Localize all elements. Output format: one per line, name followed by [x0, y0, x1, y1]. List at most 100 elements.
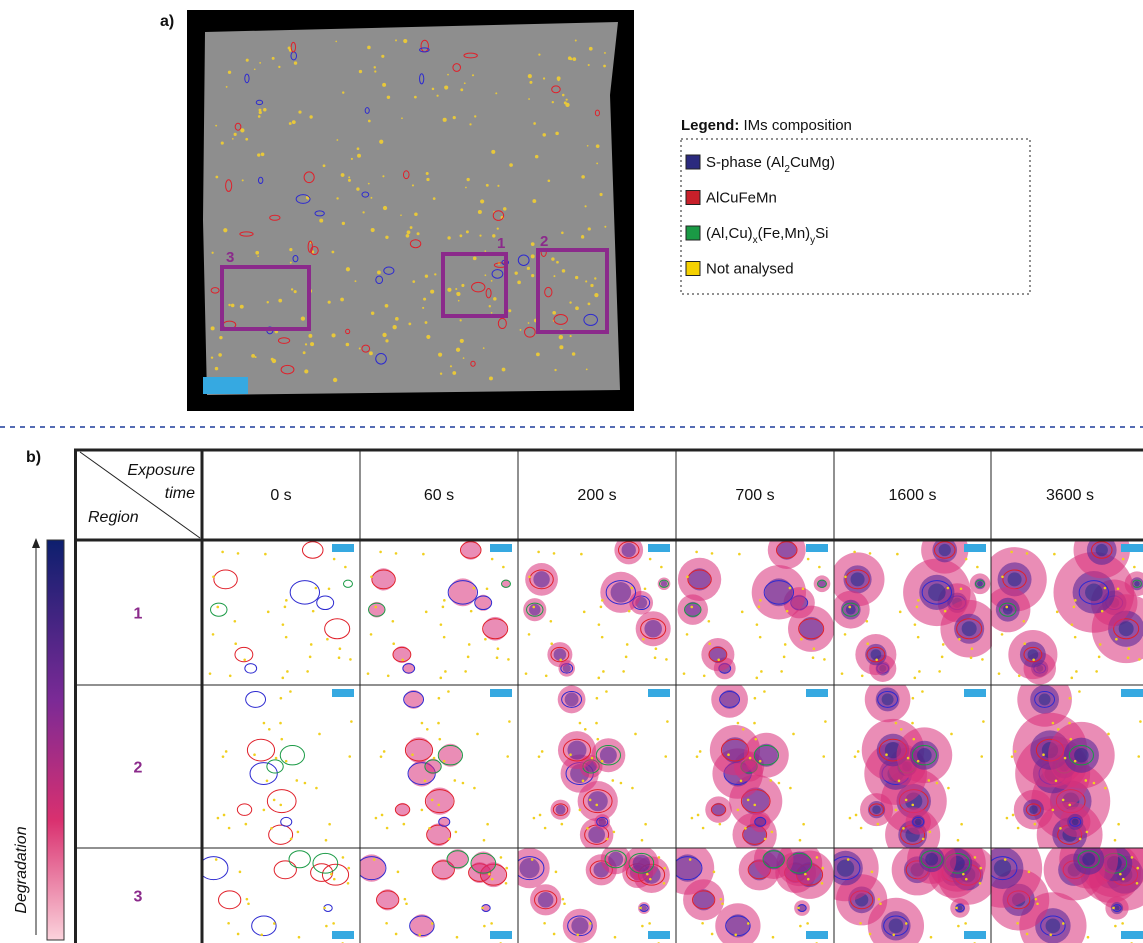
particle [639, 907, 642, 910]
cell-image [367, 540, 511, 679]
particle [290, 262, 292, 264]
particle [458, 300, 460, 302]
particle [223, 228, 227, 232]
particle [821, 882, 824, 885]
particle [278, 299, 282, 303]
particle [599, 193, 602, 196]
particle [410, 226, 413, 229]
particle [596, 144, 600, 148]
particle [758, 606, 761, 609]
row-label: 3 [134, 889, 143, 906]
particle [234, 133, 237, 136]
particle [368, 120, 371, 123]
particle [258, 115, 261, 118]
particle [486, 184, 489, 187]
scale-bar [332, 689, 354, 697]
particle [301, 316, 305, 320]
particle [1133, 566, 1136, 569]
particle [544, 827, 547, 830]
particle [538, 755, 541, 758]
particle [902, 827, 905, 830]
particle [555, 871, 558, 874]
particle [377, 271, 381, 275]
particle [666, 720, 669, 723]
corrosion-core [915, 819, 922, 826]
particle [455, 831, 458, 834]
column-label: 60 s [424, 487, 454, 504]
particle [590, 284, 593, 287]
scale-bar [490, 689, 512, 697]
particle [319, 219, 323, 223]
column-label: 200 s [577, 487, 616, 504]
particle [697, 814, 700, 817]
particle [472, 74, 474, 76]
particle [1138, 658, 1141, 661]
particle [686, 633, 689, 636]
particle [357, 154, 361, 158]
particle [347, 882, 350, 885]
particle [385, 236, 388, 239]
corrosion-core [1134, 581, 1139, 586]
particle [285, 636, 288, 639]
particle [433, 197, 436, 200]
particle [1078, 690, 1081, 693]
particle [641, 839, 644, 842]
scale-bar [1121, 689, 1143, 697]
particle [528, 575, 531, 578]
particle [747, 799, 750, 802]
particle [370, 197, 372, 199]
particle-outline [313, 853, 338, 873]
corrosion [439, 744, 462, 767]
particle [406, 234, 410, 238]
particle [702, 827, 705, 830]
particle [495, 92, 497, 94]
particle [552, 311, 556, 315]
particle [240, 305, 244, 309]
particle [620, 782, 623, 785]
particle [543, 77, 545, 79]
particle [369, 351, 373, 355]
particle [484, 250, 486, 252]
corrosion-core [1082, 853, 1095, 866]
particle [594, 277, 596, 279]
particle [747, 922, 750, 925]
particle [232, 138, 234, 140]
corrosion-core [608, 852, 623, 867]
particle [440, 623, 443, 626]
particle [763, 690, 766, 693]
corrosion [449, 578, 477, 606]
corrosion-core [1028, 649, 1039, 660]
corrosion-core [925, 853, 938, 866]
column-label: 1600 s [888, 487, 936, 504]
particle [460, 88, 463, 91]
particle [634, 733, 637, 736]
particle [644, 587, 647, 590]
corrosion-core [871, 649, 882, 660]
particle [309, 656, 312, 659]
particle [965, 878, 968, 881]
particle [228, 827, 231, 830]
particle [807, 878, 810, 881]
corrosion-core [764, 849, 784, 869]
particle [444, 85, 448, 89]
particle [587, 145, 589, 147]
scale-bar [964, 544, 986, 552]
particle [328, 587, 331, 590]
particle [443, 760, 446, 763]
corrosion-core [889, 919, 904, 934]
particle [483, 839, 486, 842]
particle-outline [246, 691, 266, 707]
particle [385, 922, 388, 925]
particle [431, 799, 434, 802]
scale-bar [806, 689, 828, 697]
particle [1036, 902, 1039, 905]
particle [466, 230, 469, 233]
particle [611, 779, 614, 782]
particle [869, 552, 872, 555]
particle [460, 319, 462, 321]
particle [385, 304, 389, 308]
particle [379, 551, 382, 554]
particle [557, 79, 559, 81]
particle [424, 779, 427, 782]
corrosion-core [571, 917, 588, 934]
